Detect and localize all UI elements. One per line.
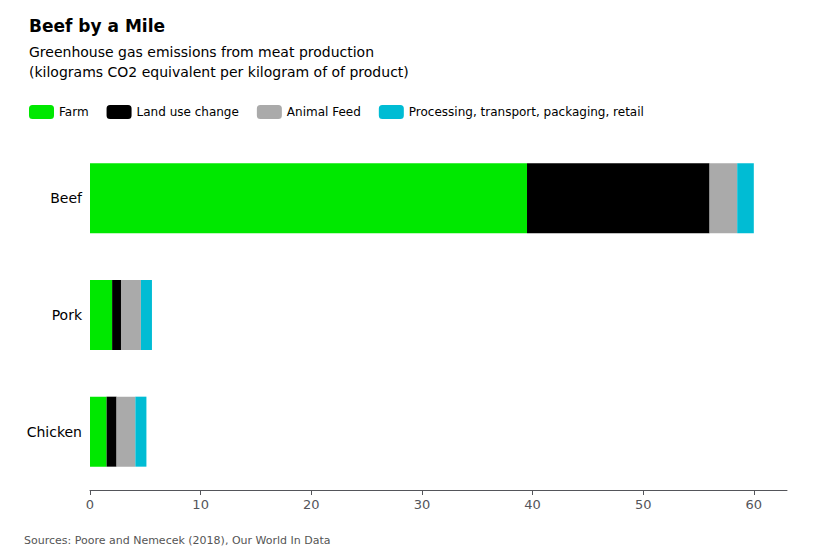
svg-text:Pork: Pork xyxy=(52,307,83,323)
svg-text:20: 20 xyxy=(303,497,320,512)
svg-text:Animal Feed: Animal Feed xyxy=(287,105,361,119)
svg-text:60: 60 xyxy=(746,497,763,512)
svg-text:50: 50 xyxy=(635,497,652,512)
svg-text:Beef by a Mile: Beef by a Mile xyxy=(29,16,165,36)
svg-text:30: 30 xyxy=(414,497,431,512)
svg-text:Land use change: Land use change xyxy=(137,105,239,119)
svg-text:0: 0 xyxy=(86,497,94,512)
svg-text:Farm: Farm xyxy=(59,105,89,119)
svg-text:(kilograms CO2 equivalent per: (kilograms CO2 equivalent per kilogram o… xyxy=(29,64,409,80)
svg-text:10: 10 xyxy=(192,497,209,512)
svg-text:40: 40 xyxy=(524,497,541,512)
svg-text:Processing, transport, packagi: Processing, transport, packaging, retail xyxy=(409,105,644,119)
svg-text:Sources: Poore and Nemecek (20: Sources: Poore and Nemecek (2018), Our W… xyxy=(24,534,331,547)
svg-text:Chicken: Chicken xyxy=(27,424,82,440)
svg-text:Greenhouse gas emissions from: Greenhouse gas emissions from meat produ… xyxy=(29,44,374,60)
svg-text:Beef: Beef xyxy=(50,190,83,206)
